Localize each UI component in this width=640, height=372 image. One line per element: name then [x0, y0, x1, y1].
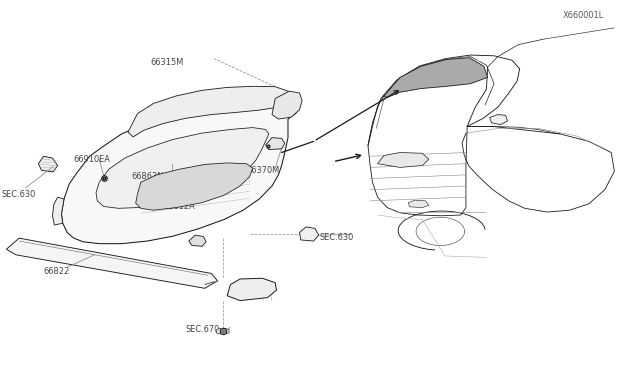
Polygon shape — [52, 197, 64, 225]
Text: SEC.670: SEC.670 — [230, 284, 265, 293]
Text: 66863N: 66863N — [131, 172, 164, 181]
Polygon shape — [216, 328, 221, 334]
Text: X660001L: X660001L — [563, 11, 604, 20]
Text: SEC.630: SEC.630 — [320, 233, 355, 242]
Polygon shape — [266, 138, 285, 150]
Polygon shape — [227, 278, 276, 301]
Polygon shape — [128, 86, 294, 137]
Polygon shape — [96, 128, 269, 208]
Text: 66012A: 66012A — [163, 202, 195, 211]
Polygon shape — [6, 238, 218, 288]
Polygon shape — [136, 163, 253, 210]
Polygon shape — [38, 156, 58, 172]
Polygon shape — [189, 235, 206, 246]
Text: 66315M: 66315M — [150, 58, 184, 67]
Polygon shape — [408, 200, 429, 208]
Polygon shape — [272, 91, 302, 119]
Text: 66910EA: 66910EA — [74, 155, 111, 164]
Text: SEC.630: SEC.630 — [1, 190, 36, 199]
Polygon shape — [61, 97, 300, 244]
Polygon shape — [378, 153, 429, 167]
Text: SEC.670: SEC.670 — [186, 326, 220, 334]
Polygon shape — [225, 328, 229, 334]
Polygon shape — [300, 227, 319, 241]
Polygon shape — [490, 115, 508, 125]
Polygon shape — [384, 58, 488, 97]
Text: 66370M: 66370M — [246, 166, 280, 175]
Text: 66822: 66822 — [44, 267, 70, 276]
